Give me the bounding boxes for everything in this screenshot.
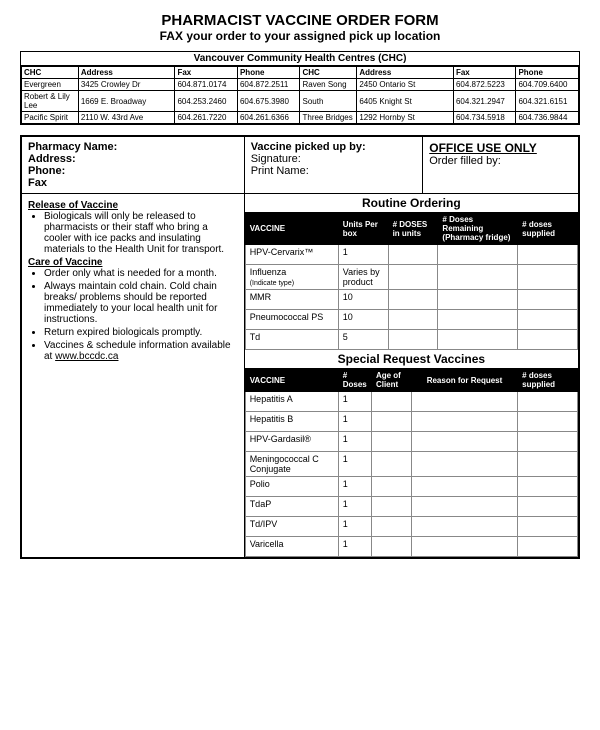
form-title: PHARMACIST VACCINE ORDER FORM — [20, 12, 580, 29]
chc-table: CHCAddressFaxPhone CHCAddressFaxPhone Ev… — [21, 66, 579, 124]
chc-header: Vancouver Community Health Centres (CHC) — [21, 52, 579, 66]
bccdc-link[interactable]: www.bccdc.ca — [55, 351, 118, 362]
special-table: VACCINE # Doses Age of Client Reason for… — [245, 368, 578, 557]
pharmacy-info: Pharmacy Name: Address: Phone: Fax — [21, 136, 244, 194]
ordering-column: Routine Ordering VACCINE Units Per box #… — [244, 194, 579, 559]
pickup-info: Vaccine picked up by: Signature: Print N… — [244, 136, 423, 194]
routine-title: Routine Ordering — [245, 194, 578, 212]
form-subtitle: FAX your order to your assigned pick up … — [20, 29, 580, 43]
instructions-column: Release of Vaccine Biologicals will only… — [21, 194, 244, 559]
special-title: Special Request Vaccines — [245, 350, 578, 368]
main-form: Pharmacy Name: Address: Phone: Fax Vacci… — [20, 135, 580, 559]
office-use: OFFICE USE ONLY Order filled by: — [423, 136, 579, 194]
chc-section: Vancouver Community Health Centres (CHC)… — [20, 51, 580, 125]
routine-table: VACCINE Units Per box # DOSES in units #… — [245, 212, 578, 350]
